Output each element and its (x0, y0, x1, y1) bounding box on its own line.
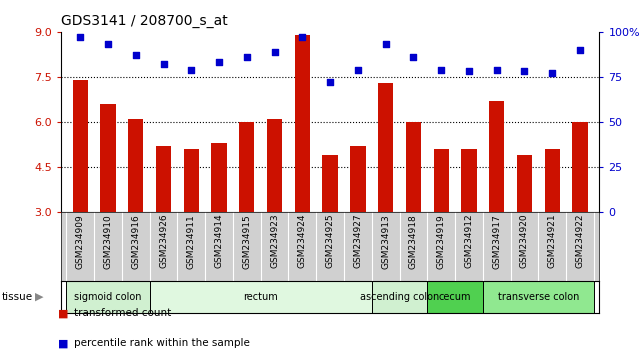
Text: ascending colon: ascending colon (360, 292, 439, 302)
Text: GSM234920: GSM234920 (520, 214, 529, 268)
Point (269, 49, 279, 55)
Text: GSM234927: GSM234927 (353, 214, 362, 268)
Text: transverse colon: transverse colon (497, 292, 579, 302)
Bar (322, 155, 338, 212)
Point (408, 54, 419, 60)
Bar (101, 104, 116, 212)
Point (214, 59, 224, 65)
Point (103, 42, 113, 47)
Point (158, 61, 169, 67)
Bar (572, 122, 588, 212)
Point (131, 52, 141, 58)
Point (297, 34, 308, 40)
Text: GSM234924: GSM234924 (298, 214, 307, 268)
Text: GSM234922: GSM234922 (576, 214, 585, 268)
Point (75, 34, 85, 40)
Text: GSM234912: GSM234912 (464, 214, 474, 268)
Text: GSM234918: GSM234918 (409, 214, 418, 269)
Point (436, 67, 446, 73)
Bar (150, 281, 372, 313)
Text: percentile rank within the sample: percentile rank within the sample (74, 338, 249, 348)
Text: sigmoid colon: sigmoid colon (74, 292, 142, 302)
Text: GSM234921: GSM234921 (547, 214, 556, 268)
Bar (483, 281, 594, 313)
Point (547, 70, 557, 76)
Point (353, 67, 363, 73)
Text: GSM234916: GSM234916 (131, 214, 140, 269)
Text: GSM234915: GSM234915 (242, 214, 251, 269)
Point (492, 67, 502, 73)
Bar (428, 281, 483, 313)
Bar (406, 122, 421, 212)
Text: GDS3141 / 208700_s_at: GDS3141 / 208700_s_at (61, 14, 228, 28)
Bar (372, 281, 428, 313)
Bar (295, 35, 310, 212)
Bar (239, 122, 254, 212)
Bar (350, 146, 365, 212)
Bar (267, 119, 282, 212)
Bar (128, 119, 144, 212)
Text: rectum: rectum (244, 292, 278, 302)
Bar (544, 149, 560, 212)
Text: GSM234917: GSM234917 (492, 214, 501, 269)
Bar (489, 101, 504, 212)
Bar (433, 149, 449, 212)
Bar (212, 143, 227, 212)
Bar (517, 155, 532, 212)
Text: GSM234925: GSM234925 (326, 214, 335, 268)
Bar (156, 146, 171, 212)
Bar (184, 149, 199, 212)
Text: GSM234919: GSM234919 (437, 214, 445, 269)
Text: tissue: tissue (1, 292, 33, 302)
Text: ■: ■ (58, 308, 68, 318)
Text: GSM234914: GSM234914 (215, 214, 224, 268)
Text: cecum: cecum (438, 292, 471, 302)
Text: GSM234910: GSM234910 (104, 214, 113, 269)
Text: GSM234913: GSM234913 (381, 214, 390, 269)
Bar (72, 80, 88, 212)
Point (519, 69, 529, 74)
Text: GSM234926: GSM234926 (159, 214, 168, 268)
Text: GSM234909: GSM234909 (76, 214, 85, 269)
Bar (67, 281, 150, 313)
Point (242, 54, 252, 60)
Point (325, 79, 335, 85)
Text: ▶: ▶ (35, 292, 43, 302)
Text: ■: ■ (58, 338, 68, 348)
Text: transformed count: transformed count (74, 308, 171, 318)
Text: GSM234923: GSM234923 (270, 214, 279, 268)
Point (381, 42, 391, 47)
Point (575, 47, 585, 53)
Point (187, 67, 197, 73)
Bar (378, 83, 394, 212)
Bar (462, 149, 476, 212)
Text: GSM234911: GSM234911 (187, 214, 196, 269)
Point (463, 69, 474, 74)
